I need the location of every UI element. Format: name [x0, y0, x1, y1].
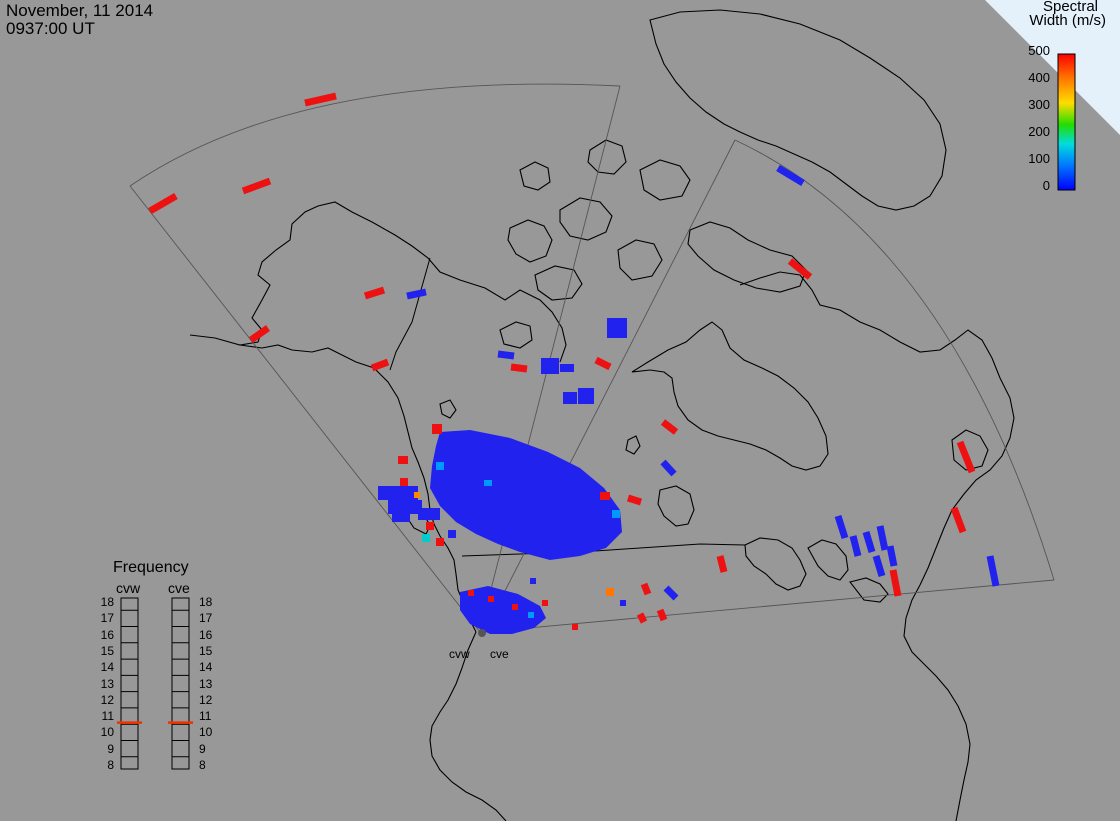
alaska-border [389, 257, 431, 371]
radar-site-marker [478, 629, 486, 637]
frequency-scale-label: 9 [107, 741, 114, 756]
frequency-scale-label: 14 [100, 660, 114, 675]
cvw-fov-west-edge [129, 185, 481, 633]
colorbar-tick-label: 300 [1028, 97, 1050, 112]
cve-fov-south-edge [483, 579, 1055, 633]
frequency-scale-label: 12 [199, 692, 213, 707]
colorbar-tick-label: 0 [1042, 178, 1050, 193]
frequency-scale-label: 14 [199, 660, 213, 675]
freq-box-cve [171, 597, 190, 770]
frequency-scale-label: 8 [107, 757, 114, 772]
frequency-radar-name: cvw [116, 580, 141, 596]
frequency-scale-label: 9 [199, 741, 206, 756]
scatter-cve [460, 578, 626, 634]
date-label: November, 11 2014 [6, 1, 154, 20]
frequency-scale-label: 18 [199, 595, 213, 610]
far-echoes [148, 92, 1000, 624]
mid-range-echoes [541, 318, 627, 404]
frequency-panel-title: Frequency [113, 559, 189, 576]
colorbar-tick-label: 200 [1028, 124, 1050, 139]
frequency-scale-label: 15 [199, 643, 213, 658]
frequency-scale-label: 11 [199, 709, 212, 724]
scatter-cvw [378, 424, 622, 560]
time-label: 0937:00 UT [6, 19, 95, 38]
corner-panel [985, 0, 1120, 135]
frequency-scale-label: 10 [100, 725, 114, 740]
frequency-scale-label: 16 [100, 627, 114, 642]
radar-site-label-cvw: cvw [449, 647, 470, 661]
frequency-scale-label: 8 [199, 757, 206, 772]
radar-site-label-cve: cve [490, 647, 509, 661]
frequency-scale-label: 12 [100, 692, 114, 707]
us-canada-border [461, 543, 746, 557]
frequency-scale-label: 10 [199, 725, 213, 740]
colorbar-tick-label: 400 [1028, 70, 1050, 85]
frequency-scale-label: 15 [100, 643, 114, 658]
frequency-scale-label: 13 [199, 676, 213, 691]
colorbar-title-line2: Width (m/s) [1029, 12, 1106, 29]
frequency-scale-label: 16 [199, 627, 213, 642]
frequency-scale-label: 11 [101, 709, 114, 724]
coastlines [189, 9, 1015, 821]
colorbar-tick-label: 100 [1028, 151, 1050, 166]
colorbar [1057, 53, 1076, 191]
cve-fov-far-arc [734, 139, 1055, 581]
colorbar-title-line1: Spectral [1042, 0, 1098, 15]
colorbar-tick-label: 500 [1028, 43, 1050, 58]
frequency-boxes [120, 597, 190, 770]
freq-box-cvw [120, 597, 139, 770]
cvw-fov-far-arc [129, 83, 621, 187]
frequency-scale-label: 17 [100, 611, 114, 626]
frequency-radar-name: cve [168, 580, 190, 596]
colorbar-gradient [1057, 53, 1076, 191]
frequency-scale-label: 17 [199, 611, 213, 626]
frequency-scale-label: 18 [100, 595, 114, 610]
frequency-scale-label: 13 [100, 676, 114, 691]
